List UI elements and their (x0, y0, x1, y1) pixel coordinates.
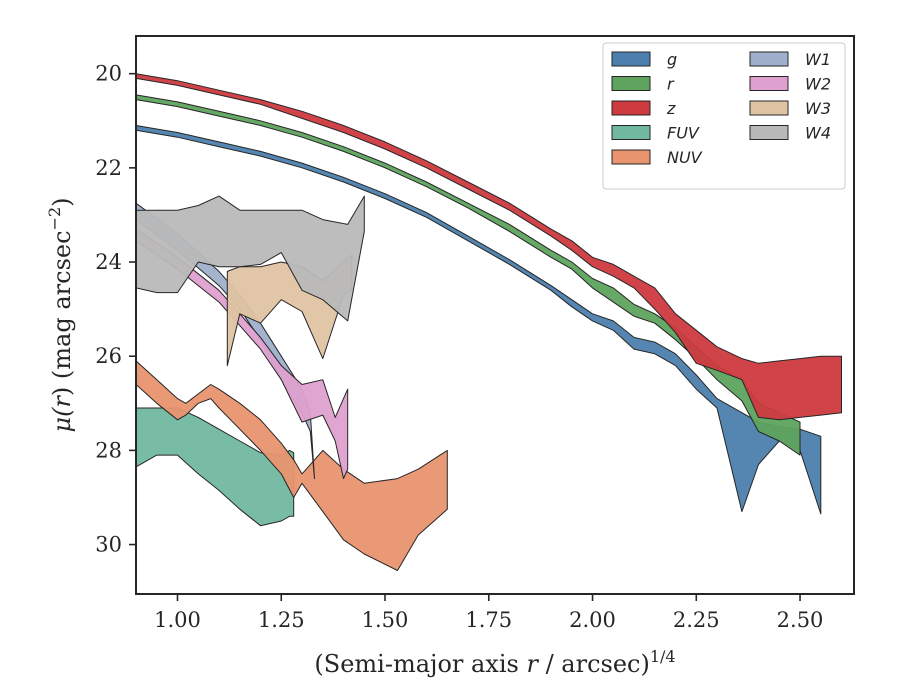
x-axis-ticks: 1.00 1.25 1.50 1.75 2.00 2.25 2.50 (154, 594, 823, 632)
x-axis-title-part2: / arcsec) (538, 650, 650, 678)
legend-label-w3: W3 (805, 99, 831, 118)
band-g (136, 125, 822, 515)
x-axis-title-exponent: 1/4 (650, 647, 676, 666)
x-axis-title-part1: (Semi-major axis (314, 650, 526, 678)
y-axis-title-var: r (48, 395, 76, 408)
legend-swatch-fuv (611, 125, 651, 140)
x-tick-label: 1.25 (258, 608, 305, 632)
x-tick-label: 2.00 (569, 608, 616, 632)
legend-swatch-w4 (749, 125, 789, 140)
y-tick-label: 28 (95, 438, 122, 462)
legend-label-fuv: FUV (667, 124, 700, 143)
y-axis-title-part1: μ( (48, 407, 76, 433)
y-axis-title-exponent: −2 (45, 207, 64, 231)
legend-swatch-w1 (749, 51, 789, 67)
y-axis-title-part2: ) (mag arcsec (48, 230, 76, 396)
plot-frame (135, 35, 855, 595)
legend-swatch-z (611, 100, 651, 116)
legend-swatch-w2 (749, 76, 789, 91)
legend-label-z: z (666, 99, 676, 118)
y-tick-label: 22 (95, 156, 122, 180)
legend-label-r: r (667, 75, 675, 94)
legend-swatch-nuv (611, 149, 651, 165)
legend-label-w4: W4 (805, 124, 831, 143)
legend-label-w1: W1 (805, 50, 831, 69)
legend-label-w2: W2 (805, 75, 831, 94)
legend-swatch-g (611, 51, 651, 67)
legend: grz FUV NUV W1 W2 W3 W4 (602, 42, 846, 190)
y-axis-ticks: 20 22 24 26 28 30 (95, 62, 136, 557)
band-z (136, 73, 842, 421)
x-tick-label: 2.50 (777, 608, 824, 632)
y-tick-label: 20 (95, 62, 122, 86)
x-axis-title: (Semi-major axis r / arcsec)1/4 (314, 647, 675, 678)
band-r (136, 94, 801, 456)
y-tick-label: 30 (95, 533, 122, 557)
legend-swatch-r (611, 76, 651, 91)
band-nuv (136, 360, 448, 571)
x-tick-label: 1.50 (362, 608, 409, 632)
legend-swatch-w3 (749, 100, 789, 116)
band-fuv (136, 407, 295, 527)
x-tick-label: 2.25 (673, 608, 720, 632)
y-axis-title: μ(r) (mag arcsec−2) (45, 197, 76, 432)
band-w4 (136, 195, 365, 322)
y-axis-title-close: ) (48, 197, 76, 206)
x-axis-title-var: r (526, 650, 539, 678)
x-tick-label: 1.75 (465, 608, 512, 632)
series-bands (136, 73, 842, 571)
legend-label-g: g (667, 50, 677, 69)
legend-label-nuv: NUV (667, 148, 703, 167)
y-tick-label: 24 (95, 250, 122, 274)
y-tick-label: 26 (95, 344, 122, 368)
x-tick-label: 1.00 (154, 608, 201, 632)
